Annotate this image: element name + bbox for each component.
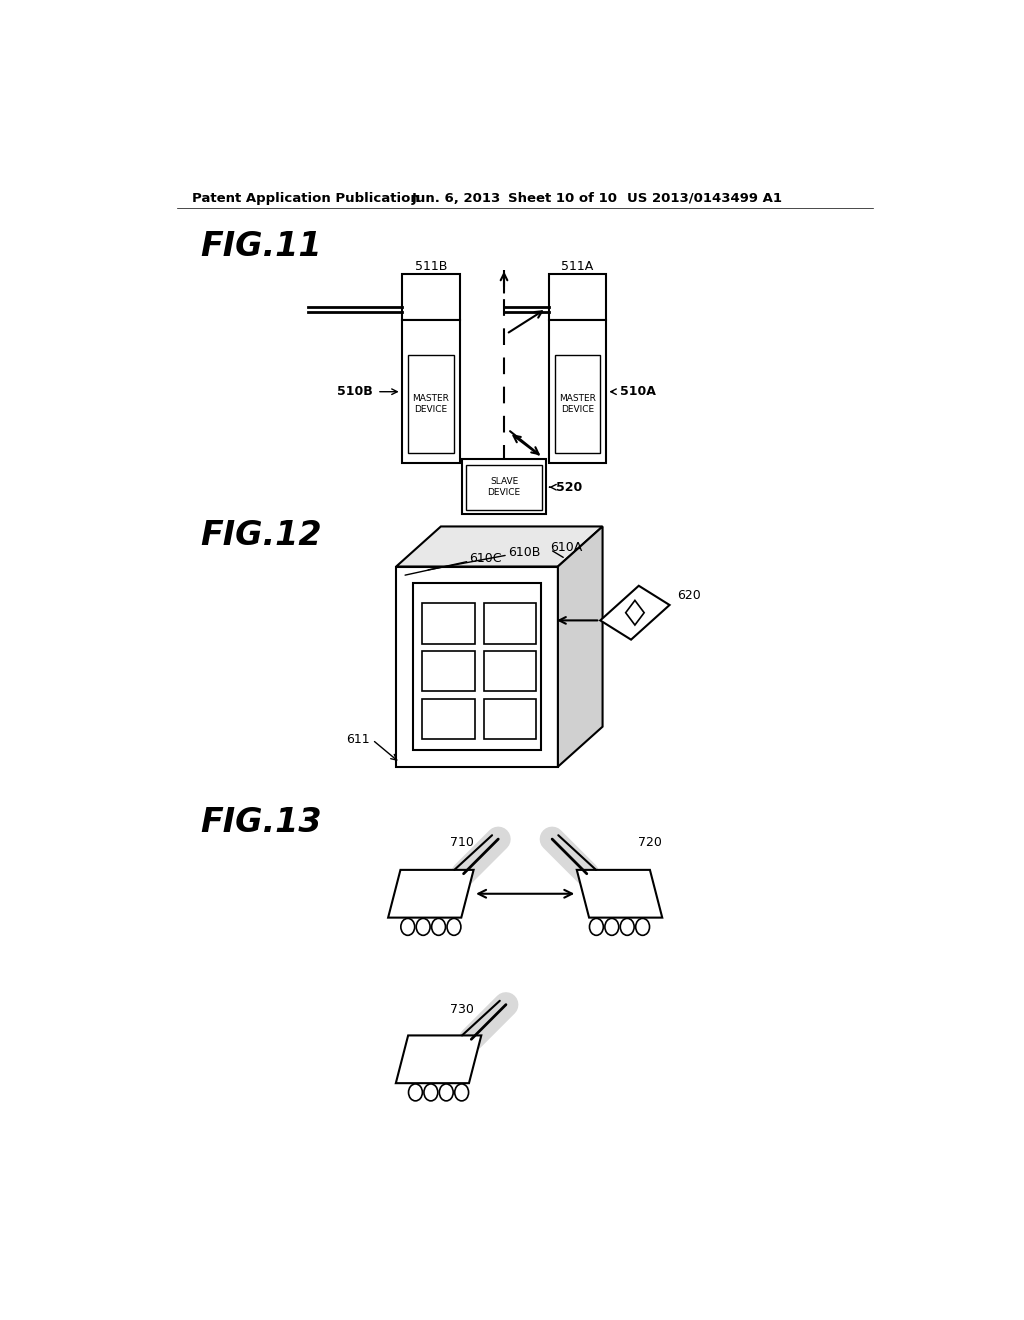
Ellipse shape	[621, 919, 634, 936]
Ellipse shape	[455, 1084, 469, 1101]
Text: 511B: 511B	[415, 260, 447, 273]
Bar	[484, 700, 537, 739]
Text: 710: 710	[450, 836, 473, 849]
Bar	[555, 355, 600, 453]
Ellipse shape	[605, 919, 618, 936]
Bar	[462, 459, 547, 515]
Polygon shape	[413, 583, 541, 750]
Text: 510B: 510B	[337, 385, 373, 399]
Text: 730: 730	[450, 1003, 473, 1016]
Text: 611: 611	[346, 733, 370, 746]
Ellipse shape	[400, 919, 415, 936]
Ellipse shape	[432, 919, 445, 936]
Ellipse shape	[590, 919, 603, 936]
Text: SLAVE
DEVICE: SLAVE DEVICE	[487, 478, 520, 496]
Polygon shape	[577, 870, 663, 917]
Text: 520: 520	[556, 480, 582, 494]
Text: 720: 720	[638, 836, 663, 849]
Text: 510A: 510A	[620, 385, 655, 399]
Text: FIG.11: FIG.11	[200, 231, 322, 264]
Ellipse shape	[424, 1084, 438, 1101]
Text: FIG.12: FIG.12	[200, 519, 322, 552]
Polygon shape	[626, 601, 644, 626]
Polygon shape	[388, 870, 473, 917]
Bar	[408, 355, 454, 453]
Bar	[484, 651, 537, 692]
Bar	[484, 603, 537, 644]
Bar	[401, 275, 460, 321]
Text: 610B: 610B	[508, 546, 541, 560]
Bar	[422, 603, 475, 644]
Bar	[422, 651, 475, 692]
Ellipse shape	[636, 919, 649, 936]
Polygon shape	[396, 527, 602, 566]
Text: US 2013/0143499 A1: US 2013/0143499 A1	[628, 191, 782, 205]
Bar	[422, 700, 475, 739]
Text: 620: 620	[677, 589, 701, 602]
Text: MASTER
DEVICE: MASTER DEVICE	[413, 395, 450, 413]
Ellipse shape	[447, 919, 461, 936]
Bar	[466, 465, 542, 510]
Ellipse shape	[439, 1084, 454, 1101]
Polygon shape	[396, 1035, 481, 1084]
Text: 610C: 610C	[469, 552, 502, 565]
Polygon shape	[558, 527, 602, 767]
Bar	[401, 321, 460, 462]
Text: 511A: 511A	[561, 260, 593, 273]
Ellipse shape	[416, 919, 430, 936]
Text: Sheet 10 of 10: Sheet 10 of 10	[508, 191, 616, 205]
Ellipse shape	[409, 1084, 422, 1101]
Bar	[549, 321, 606, 462]
Text: MASTER
DEVICE: MASTER DEVICE	[559, 395, 596, 413]
Bar	[549, 275, 606, 321]
Text: Jun. 6, 2013: Jun. 6, 2013	[412, 191, 501, 205]
Polygon shape	[600, 586, 670, 640]
Text: Patent Application Publication: Patent Application Publication	[193, 191, 420, 205]
Polygon shape	[396, 566, 558, 767]
Text: 610A: 610A	[550, 541, 583, 554]
Text: FIG.13: FIG.13	[200, 805, 322, 838]
